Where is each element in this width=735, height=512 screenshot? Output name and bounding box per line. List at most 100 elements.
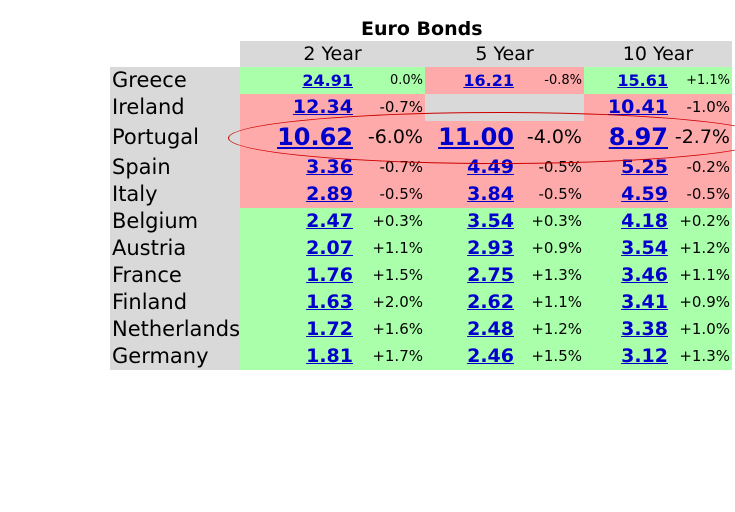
change-germany-y2: +1.7%	[372, 347, 423, 365]
row-label-belgium: Belgium	[110, 208, 240, 235]
row-label-portugal: Portugal	[110, 121, 240, 154]
change-belgium-y5: +0.3%	[531, 212, 582, 230]
cell-finland-y2: 1.63 +2.0%	[240, 289, 425, 316]
change-spain-y5: -0.5%	[538, 158, 582, 176]
cell-germany-y10: 3.12 +1.3%	[584, 343, 732, 370]
yield-link-netherlands-y5[interactable]: 2.48	[467, 318, 514, 340]
yield-link-belgium-y2[interactable]: 2.47	[306, 210, 353, 232]
change-france-y5: +1.3%	[531, 266, 582, 284]
yield-link-germany-y5[interactable]: 2.46	[467, 345, 514, 367]
change-portugal-y10: -2.7%	[674, 126, 730, 148]
change-italy-y5: -0.5%	[538, 185, 582, 203]
cell-netherlands-y2: 1.72 +1.6%	[240, 316, 425, 343]
cell-greece-y5: 16.21 -0.8%	[425, 67, 584, 94]
row-label-ireland: Ireland	[110, 94, 240, 121]
cell-belgium-y5: 3.54 +0.3%	[425, 208, 584, 235]
column-header-10-year: 10 Year	[584, 41, 732, 67]
yield-link-netherlands-y2[interactable]: 1.72	[306, 318, 353, 340]
column-header-2-year: 2 Year	[240, 41, 425, 67]
yield-link-finland-y2[interactable]: 1.63	[306, 291, 353, 313]
change-ireland-y10: -1.0%	[686, 98, 730, 116]
row-label-france: France	[110, 262, 240, 289]
row-label-italy: Italy	[110, 181, 240, 208]
change-netherlands-y10: +1.0%	[679, 320, 730, 338]
cell-finland-y5: 2.62 +1.1%	[425, 289, 584, 316]
yield-link-italy-y5[interactable]: 3.84	[467, 183, 514, 205]
yield-link-ireland-y10[interactable]: 10.41	[607, 96, 668, 118]
change-austria-y2: +1.1%	[372, 239, 423, 257]
cell-austria-y10: 3.54 +1.2%	[584, 235, 732, 262]
cell-italy-y10: 4.59 -0.5%	[584, 181, 732, 208]
yield-link-belgium-y5[interactable]: 3.54	[467, 210, 514, 232]
change-spain-y2: -0.7%	[379, 158, 423, 176]
row-label-spain: Spain	[110, 154, 240, 181]
change-belgium-y10: +0.2%	[679, 212, 730, 230]
yield-link-austria-y10[interactable]: 3.54	[621, 237, 668, 259]
yield-link-finland-y10[interactable]: 3.41	[621, 291, 668, 313]
change-greece-y5: -0.8%	[544, 73, 582, 88]
change-italy-y10: -0.5%	[686, 185, 730, 203]
yield-link-finland-y5[interactable]: 2.62	[467, 291, 514, 313]
row-label-austria: Austria	[110, 235, 240, 262]
cell-spain-y5: 4.49 -0.5%	[425, 154, 584, 181]
cell-italy-y2: 2.89 -0.5%	[240, 181, 425, 208]
row-label-greece: Greece	[110, 67, 240, 94]
change-italy-y2: -0.5%	[379, 185, 423, 203]
yield-link-france-y2[interactable]: 1.76	[306, 264, 353, 286]
change-france-y10: +1.1%	[679, 266, 730, 284]
change-greece-y2: 0.0%	[389, 73, 423, 88]
yield-link-spain-y10[interactable]: 5.25	[621, 156, 668, 178]
cell-spain-y10: 5.25 -0.2%	[584, 154, 732, 181]
change-finland-y2: +2.0%	[372, 293, 423, 311]
cell-greece-y10: 15.61 +1.1%	[584, 67, 732, 94]
yield-link-greece-y5[interactable]: 16.21	[463, 71, 514, 90]
yield-link-spain-y5[interactable]: 4.49	[467, 156, 514, 178]
change-ireland-y5	[516, 94, 582, 121]
change-austria-y10: +1.2%	[679, 239, 730, 257]
yield-link-netherlands-y10[interactable]: 3.38	[621, 318, 668, 340]
yield-link-france-y10[interactable]: 3.46	[621, 264, 668, 286]
yield-link-greece-y10[interactable]: 15.61	[617, 71, 668, 90]
change-greece-y10: +1.1%	[686, 73, 730, 88]
cell-belgium-y10: 4.18 +0.2%	[584, 208, 732, 235]
yield-link-france-y5[interactable]: 2.75	[467, 264, 514, 286]
cell-finland-y10: 3.41 +0.9%	[584, 289, 732, 316]
change-finland-y5: +1.1%	[531, 293, 582, 311]
cell-france-y2: 1.76 +1.5%	[240, 262, 425, 289]
yield-link-austria-y5[interactable]: 2.93	[467, 237, 514, 259]
yield-link-ireland-y2[interactable]: 12.34	[292, 96, 353, 118]
yield-link-austria-y2[interactable]: 2.07	[306, 237, 353, 259]
change-portugal-y2: -6.0%	[367, 126, 423, 148]
yield-link-italy-y2[interactable]: 2.89	[306, 183, 353, 205]
yield-link-ireland-y5[interactable]	[425, 94, 514, 121]
change-austria-y5: +0.9%	[531, 239, 582, 257]
change-spain-y10: -0.2%	[686, 158, 730, 176]
change-netherlands-y2: +1.6%	[372, 320, 423, 338]
yield-link-belgium-y10[interactable]: 4.18	[621, 210, 668, 232]
cell-netherlands-y10: 3.38 +1.0%	[584, 316, 732, 343]
yield-link-germany-y2[interactable]: 1.81	[306, 345, 353, 367]
yield-link-portugal-y2[interactable]: 10.62	[277, 123, 353, 151]
cell-germany-y5: 2.46 +1.5%	[425, 343, 584, 370]
row-label-finland: Finland	[110, 289, 240, 316]
cell-italy-y5: 3.84 -0.5%	[425, 181, 584, 208]
change-belgium-y2: +0.3%	[372, 212, 423, 230]
cell-spain-y2: 3.36 -0.7%	[240, 154, 425, 181]
change-portugal-y5: -4.0%	[526, 126, 582, 148]
change-netherlands-y5: +1.2%	[531, 320, 582, 338]
cell-portugal-y5: 11.00 -4.0%	[425, 121, 584, 154]
yield-link-portugal-y5[interactable]: 11.00	[438, 123, 514, 151]
yield-link-italy-y10[interactable]: 4.59	[621, 183, 668, 205]
yield-link-portugal-y10[interactable]: 8.97	[608, 123, 668, 151]
cell-netherlands-y5: 2.48 +1.2%	[425, 316, 584, 343]
cell-belgium-y2: 2.47 +0.3%	[240, 208, 425, 235]
change-germany-y5: +1.5%	[531, 347, 582, 365]
change-germany-y10: +1.3%	[679, 347, 730, 365]
yield-link-spain-y2[interactable]: 3.36	[306, 156, 353, 178]
cell-portugal-y10: 8.97 -2.7%	[584, 121, 732, 154]
cell-ireland-y5	[425, 94, 584, 121]
yield-link-greece-y2[interactable]: 24.91	[302, 71, 353, 90]
yield-link-germany-y10[interactable]: 3.12	[621, 345, 668, 367]
cell-germany-y2: 1.81 +1.7%	[240, 343, 425, 370]
cell-ireland-y2: 12.34 -0.7%	[240, 94, 425, 121]
